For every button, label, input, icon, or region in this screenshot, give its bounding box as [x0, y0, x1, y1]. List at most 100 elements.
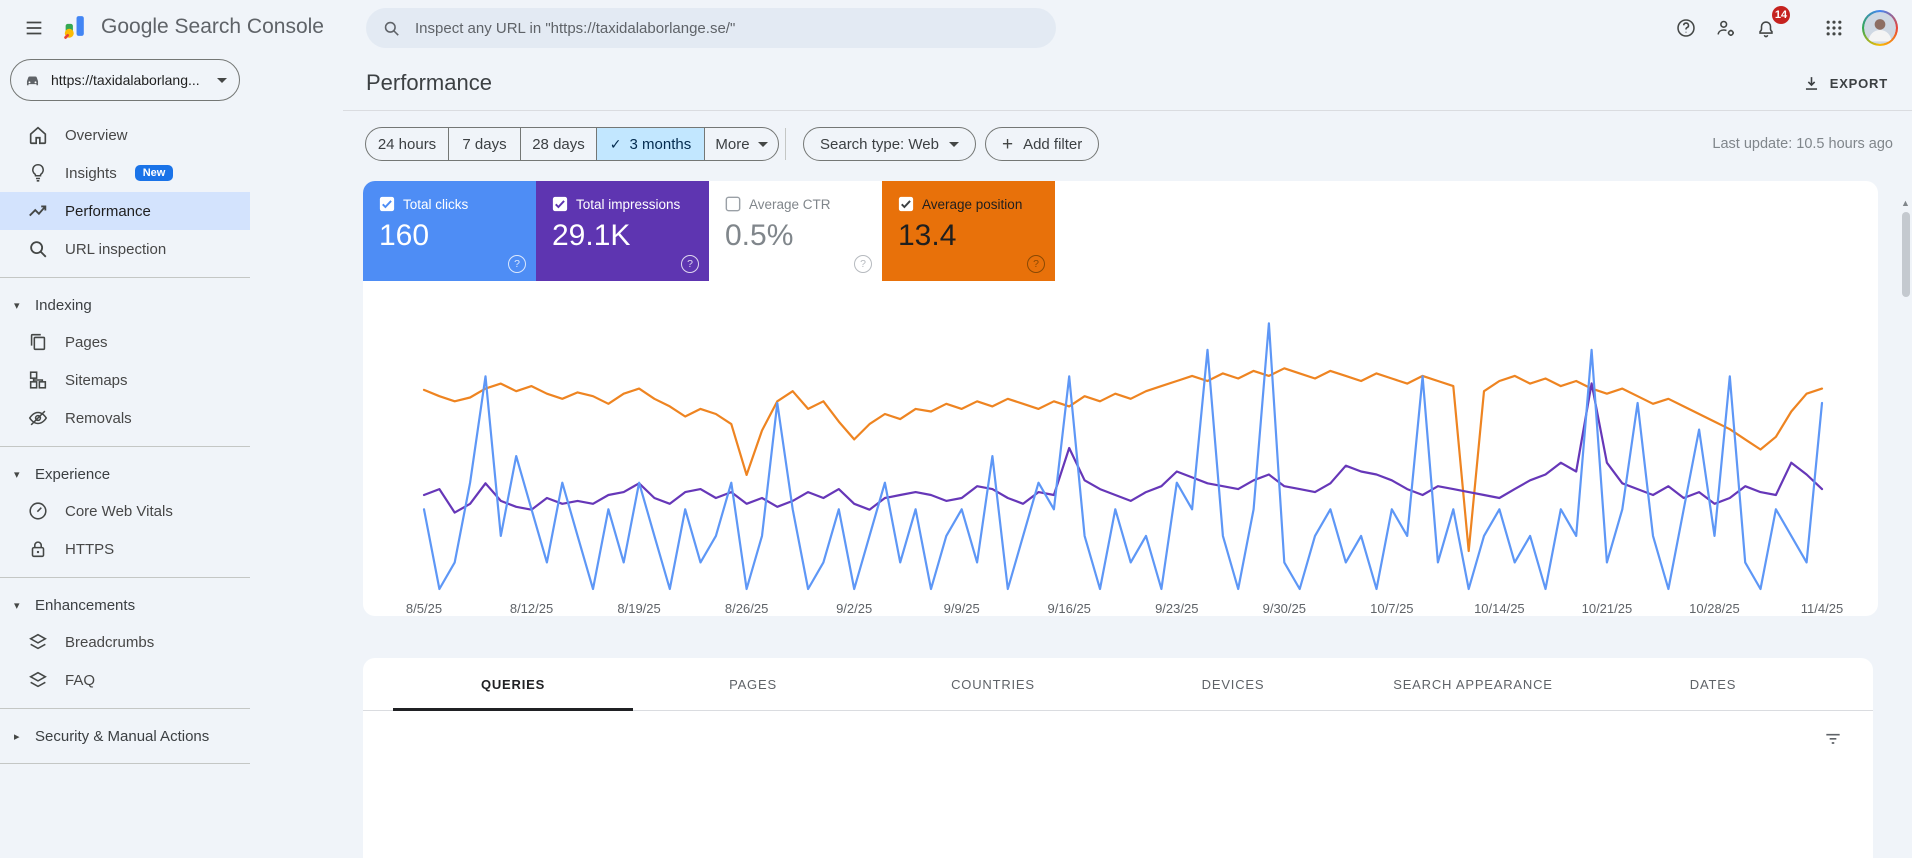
search-type-label: Search type: Web	[820, 136, 939, 153]
sidebar-divider	[0, 446, 250, 447]
tab-pages[interactable]: PAGES	[633, 658, 873, 710]
property-selector[interactable]: https://taxidalaborlang...	[10, 59, 240, 101]
help-icon[interactable]: ?	[508, 255, 526, 273]
help-button[interactable]	[1666, 8, 1706, 48]
scrollbar-up-arrow[interactable]: ▲	[1900, 198, 1911, 208]
sidebar-item-url-inspection[interactable]: URL inspection	[0, 230, 250, 268]
x-axis-label: 8/12/25	[487, 601, 577, 616]
more-ranges-chip[interactable]: More	[704, 128, 778, 160]
sidebar-item-label: Sitemaps	[65, 372, 128, 389]
date-range-24-hours[interactable]: 24 hours	[366, 128, 448, 160]
scrollbar[interactable]: ▲	[1900, 198, 1911, 297]
date-range-label: 28 days	[532, 136, 585, 153]
sidebar-item-label: HTTPS	[65, 541, 114, 558]
sidebar-item-faq[interactable]: FAQ	[0, 661, 250, 699]
help-icon[interactable]: ?	[1027, 255, 1045, 273]
menu-button[interactable]	[14, 8, 54, 48]
property-label: https://taxidalaborlang...	[51, 72, 208, 88]
x-axis-label: 9/16/25	[1024, 601, 1114, 616]
date-range-28-days[interactable]: 28 days	[520, 128, 596, 160]
sidebar-item-overview[interactable]: Overview	[0, 116, 250, 154]
table-filter-button[interactable]	[1823, 728, 1843, 748]
main-header: Performance EXPORT	[343, 56, 1912, 111]
sidebar-item-label: Insights	[65, 165, 117, 182]
breadcrumbs-icon	[27, 631, 49, 653]
tab-search-appearance[interactable]: SEARCH APPEARANCE	[1353, 658, 1593, 710]
sidebar-item-core-web-vitals[interactable]: Core Web Vitals	[0, 492, 250, 530]
avatar-image	[1864, 12, 1896, 44]
x-axis-label: 8/26/25	[702, 601, 792, 616]
unchecked-checkbox-icon[interactable]	[725, 196, 741, 212]
sidebar-item-sitemaps[interactable]: Sitemaps	[0, 361, 250, 399]
sidebar-section-enhancements[interactable]: ▾Enhancements	[0, 587, 250, 623]
chevron-down-icon: ▾	[14, 299, 24, 312]
sidebar-divider	[0, 708, 250, 709]
clicks-line	[424, 323, 1822, 589]
sidebar-item-https[interactable]: HTTPS	[0, 530, 250, 568]
app-logo: Google Search Console	[62, 13, 324, 40]
account-avatar[interactable]	[1862, 10, 1898, 46]
sidebar-item-removals[interactable]: Removals	[0, 399, 250, 437]
sidebar-section-experience[interactable]: ▾Experience	[0, 456, 250, 492]
sidebar-divider	[0, 763, 250, 764]
tab-devices[interactable]: DEVICES	[1113, 658, 1353, 710]
export-button[interactable]: EXPORT	[1802, 74, 1888, 93]
topbar: Google Search Console 14	[0, 0, 1912, 56]
checked-checkbox-icon[interactable]	[552, 196, 568, 212]
pages-icon	[27, 331, 49, 353]
tab-countries[interactable]: COUNTRIES	[873, 658, 1113, 710]
x-axis-label: 9/30/25	[1239, 601, 1329, 616]
sidebar-item-label: Removals	[65, 410, 132, 427]
checked-checkbox-icon[interactable]	[898, 196, 914, 212]
sidebar-item-breadcrumbs[interactable]: Breadcrumbs	[0, 623, 250, 661]
manage-users-button[interactable]	[1706, 8, 1746, 48]
sidebar-item-label: Breadcrumbs	[65, 634, 154, 651]
last-update-text: Last update: 10.5 hours ago	[1712, 127, 1893, 161]
url-inspect-searchbox[interactable]	[366, 8, 1056, 48]
impressions-line	[424, 383, 1822, 512]
x-axis-label: 10/14/25	[1454, 601, 1544, 616]
sidebar-item-label: Core Web Vitals	[65, 503, 173, 520]
faq-icon	[27, 669, 49, 691]
metric-value: 29.1K	[552, 219, 709, 253]
tab-dates[interactable]: DATES	[1593, 658, 1833, 710]
metric-value: 160	[379, 219, 536, 253]
help-icon[interactable]: ?	[854, 255, 872, 273]
performance-chart[interactable]	[408, 285, 1838, 595]
section-label: Indexing	[35, 297, 92, 314]
scrollbar-thumb[interactable]	[1902, 212, 1910, 297]
x-axis-label: 10/28/25	[1669, 601, 1759, 616]
sidebar-section-indexing[interactable]: ▾ Indexing	[0, 287, 250, 323]
add-filter-chip[interactable]: + Add filter	[985, 127, 1099, 161]
x-axis-label: 10/7/25	[1347, 601, 1437, 616]
sidebar-item-label: URL inspection	[65, 241, 166, 258]
sidebar-item-pages[interactable]: Pages	[0, 323, 250, 361]
sidebar-item-performance[interactable]: Performance	[0, 192, 250, 230]
date-range-3-months[interactable]: ✓3 months	[596, 128, 704, 160]
google-apps-button[interactable]	[1814, 8, 1854, 48]
search-type-chip[interactable]: Search type: Web	[803, 127, 976, 161]
section-label: Security & Manual Actions	[35, 728, 209, 745]
metric-label: Average CTR	[749, 197, 831, 212]
help-icon[interactable]: ?	[681, 255, 699, 273]
sidebar-divider	[0, 577, 250, 578]
notifications-button[interactable]: 14	[1746, 8, 1786, 48]
sidebar-section-security-manual-actions[interactable]: ▸Security & Manual Actions	[0, 718, 250, 754]
checked-checkbox-icon[interactable]	[379, 196, 395, 212]
url-inspect-input[interactable]	[413, 19, 1040, 38]
tab-queries[interactable]: QUERIES	[393, 658, 633, 710]
filter-list-icon	[1823, 728, 1843, 748]
notification-badge: 14	[1772, 6, 1790, 24]
date-range-7-days[interactable]: 7 days	[448, 128, 520, 160]
